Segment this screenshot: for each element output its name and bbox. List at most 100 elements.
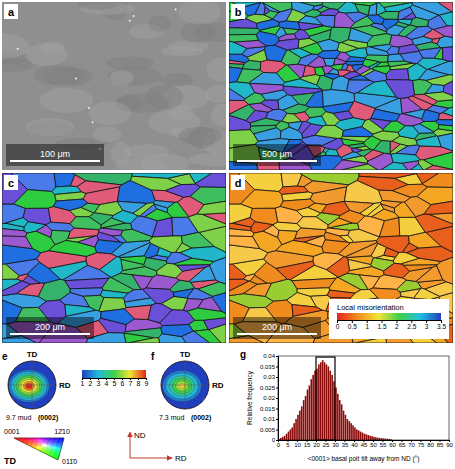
texture [206,57,226,82]
ipf-cell [42,445,47,447]
bar [303,400,305,440]
tick: 90 [446,440,453,448]
ipf-cell [33,440,38,442]
bar [324,362,326,440]
grain [326,149,339,156]
tick: 5 [113,378,117,387]
crosshair [161,385,209,386]
grain [229,54,250,62]
image [2,2,226,170]
grain [405,196,431,216]
tick: 40 [351,440,358,448]
grain [121,259,145,270]
scale-bar-patch [233,144,321,166]
ipf-cell [41,447,46,449]
grain [160,310,195,326]
tick: 0.035 [260,364,278,370]
ipf-cell [45,451,50,453]
tick-label: 3 [425,323,429,330]
bar [295,419,297,440]
panel-letter: e [2,351,8,362]
grain [342,127,373,137]
pole-figure-map [8,361,56,409]
tick: 0.025 [260,385,278,391]
sample-axis-label: ND [134,431,146,440]
grain [405,26,432,39]
grain [189,173,211,183]
tick: 0.02 [263,395,278,401]
grain [229,281,257,296]
plane-label: (0002) [38,414,58,422]
grain [399,217,425,236]
panel-letter: b [235,6,242,18]
tick-label: 90 [446,442,453,448]
contour [176,381,189,391]
tick: 2 [89,378,93,387]
tick-label: 45 [361,442,368,448]
pole-figure-outline [161,361,209,409]
grain [276,261,315,280]
tick: 2.5 [407,320,416,330]
image-panel: b500 μm [229,2,453,170]
max-label: 9.7 mud [6,414,31,421]
bar [301,406,303,440]
axis: 123456789 [81,378,149,387]
ipf-cell [32,445,37,447]
grain [443,47,453,62]
grain [355,4,370,15]
tick-label: 0 [277,442,281,448]
ipf-cell [47,445,52,447]
tick-label: 70 [408,442,415,448]
grain [359,275,380,290]
tick: 0.03 [263,374,278,380]
tick-label: 25 [323,442,330,448]
tick: 9 [145,378,149,387]
ipf-cell [48,442,53,444]
grain [360,203,381,216]
tick-label: 10 [294,442,301,448]
ipf-cell [48,440,53,442]
grain [121,229,152,242]
bar [284,436,286,440]
grain [374,141,391,154]
texture [148,16,171,32]
tick-label: 1.5 [378,323,387,330]
grain [128,338,159,343]
grain [281,50,301,65]
grain [387,46,399,55]
tick: 25 [323,440,330,448]
bar [347,419,349,440]
grain [257,19,280,30]
colorbar-patch [329,299,449,339]
grain [229,19,257,29]
ipf-cell [54,456,59,458]
tick-label: 4 [105,380,109,387]
tick-mark [276,367,278,368]
axis-label: TD [180,350,191,359]
contour [166,373,198,399]
tick: 0.015 [260,406,278,412]
grain [300,2,323,6]
tick: 0 [336,320,340,330]
scale-bar-label: 200 μm [35,322,65,332]
ipf-cell [29,438,34,440]
bar [364,434,366,440]
tick: 55 [380,440,387,448]
grain [249,103,274,112]
ipf-cell [52,445,57,447]
pole-figure-background [8,361,56,409]
grain [413,124,434,133]
texture [196,23,226,42]
texture [93,126,122,142]
tick-label: 2.5 [407,323,416,330]
tick: 60 [389,440,396,448]
texture [205,85,226,103]
texture [188,127,216,148]
tick-label: 0.5 [348,323,357,330]
histogram: 05101520253035404550556065707580859000.0… [240,349,453,463]
ipf-cell [38,440,43,442]
grain [2,281,30,296]
tick: 75 [418,440,425,448]
contour [23,381,34,390]
texture [88,107,90,109]
